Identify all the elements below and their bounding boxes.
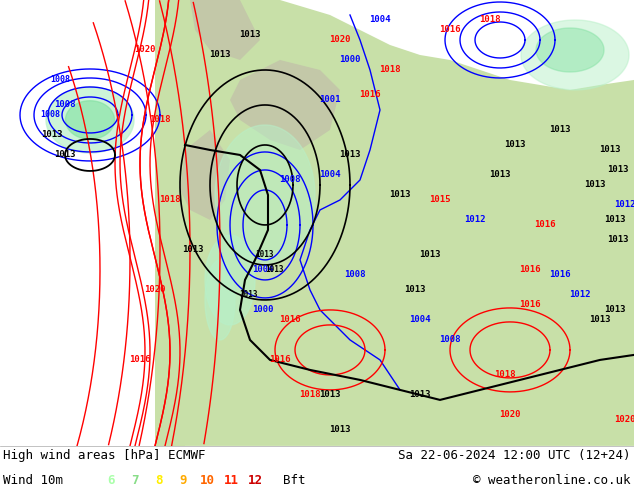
- Text: 1016: 1016: [269, 355, 291, 365]
- Text: 1008: 1008: [55, 100, 75, 109]
- Text: Bft: Bft: [283, 474, 305, 487]
- Text: 1016: 1016: [519, 300, 541, 309]
- Text: Sa 22-06-2024 12:00 UTC (12+24): Sa 22-06-2024 12:00 UTC (12+24): [398, 449, 631, 462]
- Text: 1018: 1018: [495, 370, 515, 379]
- Text: 1013: 1013: [410, 391, 430, 399]
- Text: 1008: 1008: [50, 75, 70, 84]
- Text: 1016: 1016: [359, 91, 381, 99]
- Polygon shape: [536, 28, 604, 72]
- Text: 1013: 1013: [489, 171, 511, 179]
- Text: 1001: 1001: [320, 96, 340, 104]
- Text: 1013: 1013: [266, 266, 284, 274]
- Polygon shape: [205, 235, 255, 325]
- Text: 1013: 1013: [55, 150, 75, 159]
- Text: 1013: 1013: [589, 316, 611, 324]
- Text: 1020: 1020: [145, 286, 165, 294]
- Text: © weatheronline.co.uk: © weatheronline.co.uk: [474, 474, 631, 487]
- Text: 6: 6: [107, 474, 115, 487]
- Text: 1018: 1018: [159, 196, 181, 204]
- Text: 1013: 1013: [182, 245, 204, 254]
- Text: 1013: 1013: [256, 250, 275, 259]
- Text: 1000: 1000: [339, 55, 361, 65]
- Text: 1004: 1004: [252, 266, 274, 274]
- Text: 1013: 1013: [320, 391, 340, 399]
- Text: 1000: 1000: [252, 305, 274, 315]
- Text: 1016: 1016: [519, 266, 541, 274]
- Text: 1013: 1013: [585, 180, 605, 190]
- Text: 1013: 1013: [604, 305, 626, 315]
- Text: 12: 12: [248, 474, 263, 487]
- Text: 1008: 1008: [439, 336, 461, 344]
- Text: 1004: 1004: [369, 16, 391, 24]
- Text: 1020: 1020: [134, 46, 156, 54]
- Text: 1016: 1016: [279, 316, 301, 324]
- Text: 8: 8: [155, 474, 163, 487]
- Text: 1004: 1004: [320, 171, 340, 179]
- Text: 1016: 1016: [439, 25, 461, 34]
- Text: 10: 10: [200, 474, 215, 487]
- Polygon shape: [46, 87, 134, 153]
- Text: 1013: 1013: [599, 146, 621, 154]
- Polygon shape: [180, 130, 230, 220]
- Text: High wind areas [hPa] ECMWF: High wind areas [hPa] ECMWF: [3, 449, 205, 462]
- Text: 1013: 1013: [607, 166, 629, 174]
- Text: 1013: 1013: [209, 50, 231, 59]
- Text: 7: 7: [131, 474, 139, 487]
- Text: Wind 10m: Wind 10m: [3, 474, 63, 487]
- Text: 1015: 1015: [429, 196, 451, 204]
- Polygon shape: [215, 125, 315, 265]
- Polygon shape: [155, 0, 185, 446]
- Text: 1013: 1013: [239, 30, 261, 40]
- Text: 1013: 1013: [549, 125, 571, 134]
- Text: 1013: 1013: [41, 130, 63, 140]
- Polygon shape: [65, 101, 115, 139]
- Polygon shape: [205, 260, 235, 340]
- Text: 1012: 1012: [464, 216, 486, 224]
- Text: 1013: 1013: [239, 291, 257, 299]
- Polygon shape: [185, 0, 634, 446]
- Text: 1016: 1016: [129, 355, 151, 365]
- Text: 1012: 1012: [614, 200, 634, 209]
- Text: 1020: 1020: [499, 411, 521, 419]
- Polygon shape: [190, 0, 260, 60]
- Text: 1013: 1013: [419, 250, 441, 259]
- Text: 1013: 1013: [504, 141, 526, 149]
- Text: 11: 11: [224, 474, 239, 487]
- Text: 1008: 1008: [40, 110, 60, 120]
- Text: 1013: 1013: [339, 150, 361, 159]
- Text: 1013: 1013: [607, 236, 629, 245]
- Text: 1016: 1016: [534, 220, 556, 229]
- Text: 1013: 1013: [604, 216, 626, 224]
- Text: 1012: 1012: [569, 291, 591, 299]
- Text: 1018: 1018: [379, 66, 401, 74]
- Text: 1016: 1016: [549, 270, 571, 279]
- Text: 1020: 1020: [614, 416, 634, 424]
- Text: 1004: 1004: [410, 316, 430, 324]
- Text: 1013: 1013: [404, 286, 426, 294]
- Text: 1008: 1008: [279, 175, 301, 184]
- Text: 1018: 1018: [479, 16, 501, 24]
- Text: 1018: 1018: [299, 391, 321, 399]
- Text: 1020: 1020: [329, 35, 351, 45]
- Polygon shape: [230, 60, 340, 150]
- Text: 1013: 1013: [329, 425, 351, 435]
- Text: 1013: 1013: [389, 191, 411, 199]
- Polygon shape: [521, 20, 629, 90]
- Text: 9: 9: [179, 474, 187, 487]
- Text: 1018: 1018: [149, 116, 171, 124]
- Text: 1008: 1008: [344, 270, 366, 279]
